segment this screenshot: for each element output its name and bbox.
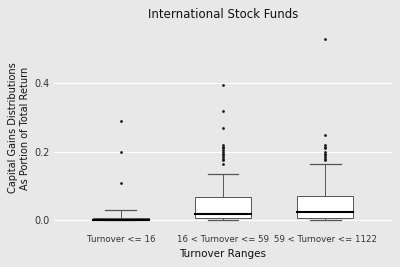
Title: International Stock Funds: International Stock Funds xyxy=(148,8,298,21)
Y-axis label: Capital Gains Distributions
As Portion of Total Return: Capital Gains Distributions As Portion o… xyxy=(8,62,30,193)
X-axis label: Turnover Ranges: Turnover Ranges xyxy=(180,249,266,259)
Bar xyxy=(195,197,251,218)
Bar xyxy=(297,196,353,218)
Bar xyxy=(93,218,149,220)
